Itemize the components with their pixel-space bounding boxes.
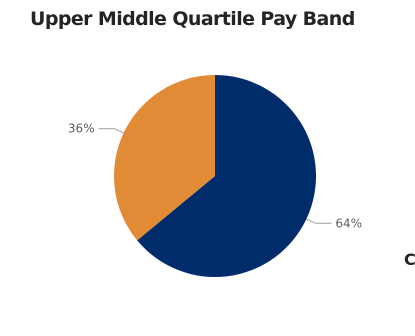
pie-slice-1[interactable] <box>114 75 215 241</box>
chart-title: Upper Middle Quartile Pay Band <box>30 8 355 30</box>
data-label-0: 64% <box>335 216 362 230</box>
leader-line-1 <box>98 128 124 134</box>
data-label-1: 36% <box>68 122 95 136</box>
leader-line-0 <box>306 218 332 224</box>
pie-slice-0[interactable] <box>137 75 317 278</box>
clipped-next-visual-text: C <box>404 250 415 269</box>
